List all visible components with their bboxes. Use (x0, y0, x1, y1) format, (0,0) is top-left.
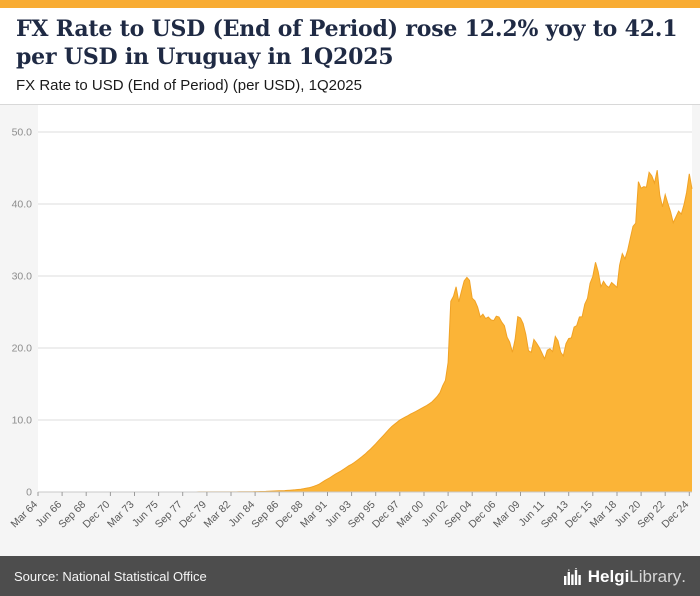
x-tick-label: Mar 73 (105, 498, 137, 530)
x-tick-label: Dec 15 (563, 498, 595, 530)
y-tick-label: 40.0 (12, 198, 33, 210)
header: FX Rate to USD (End of Period) rose 12.2… (0, 8, 700, 105)
helgilibrary-logo-icon (563, 567, 581, 585)
x-tick-label: Mar 91 (298, 498, 330, 530)
x-tick-label: Dec 24 (659, 498, 691, 530)
y-tick-label: 10.0 (12, 414, 33, 426)
y-tick-label: 50.0 (12, 126, 33, 138)
helgilibrary-logo: Helgi Library. (563, 566, 686, 586)
x-tick-label: Dec 97 (370, 498, 402, 530)
y-tick-label: 30.0 (12, 270, 33, 282)
brand-library: Library (629, 566, 682, 586)
chart-subtitle: FX Rate to USD (End of Period) (per USD)… (16, 77, 362, 94)
x-tick-label: Mar 82 (202, 498, 234, 530)
x-tick-label: Dec 06 (466, 498, 498, 530)
chart-figure: 0 10.0 20.0 30.0 40.0 50.0 Mar 64 Jun 66 Sep 68 D… (0, 104, 700, 556)
page-title: FX Rate to USD (End of Period) rose 12.2… (16, 16, 678, 70)
x-tick-label: Mar 09 (491, 498, 523, 530)
accent-top-bar (0, 0, 700, 8)
brand-period: . (681, 566, 686, 586)
source-note: Source: National Statistical Office (14, 568, 207, 584)
x-tick-label: Mar 00 (395, 498, 427, 530)
brand-helgi: Helgi (587, 566, 630, 586)
footer: Source: National Statistical Office Helg… (0, 556, 700, 596)
x-tick-label: Mar 18 (588, 498, 620, 530)
x-tick-label: Mar 64 (9, 498, 41, 530)
y-tick-label: 0 (26, 486, 32, 498)
y-tick-label: 20.0 (12, 342, 33, 354)
fx-rate-area (38, 169, 692, 492)
